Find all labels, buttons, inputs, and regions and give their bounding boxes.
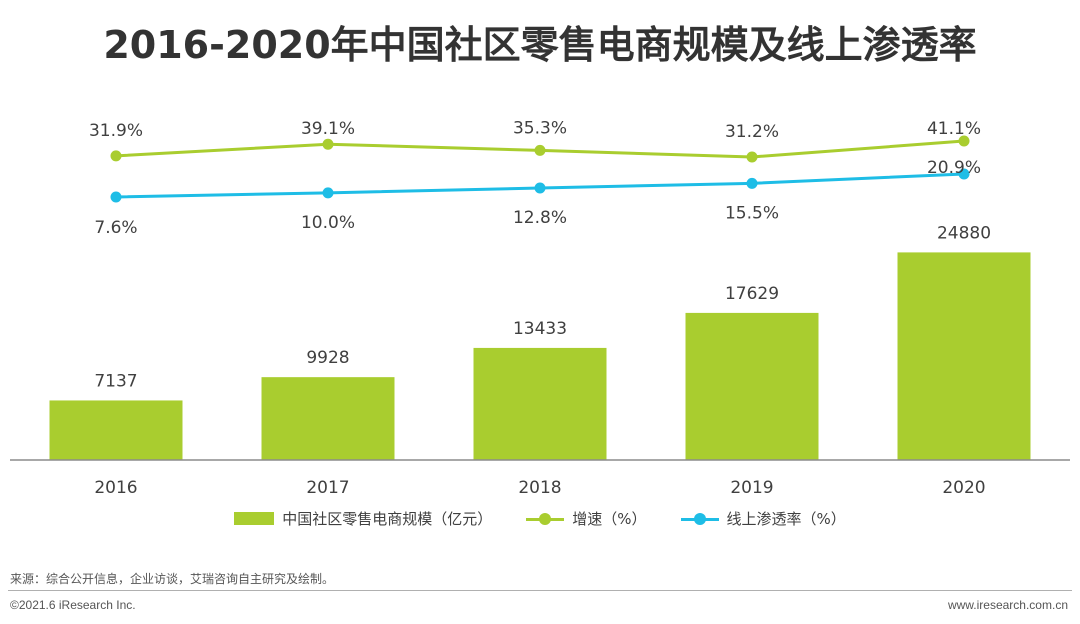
penetration-line-series: 7.6% 10.0% 12.8% 15.5% 20.9% <box>94 158 981 238</box>
penetration-label-2017: 10.0% <box>301 213 355 233</box>
legend-label-growth: 增速（%） <box>572 510 647 528</box>
bar-label-2019: 17629 <box>725 284 779 304</box>
x-tick-2016: 2016 <box>94 478 137 498</box>
copyright-text: ©2021.6 iResearch Inc. <box>10 598 136 612</box>
bar-label-2016: 7137 <box>94 371 137 391</box>
growth-label-2020: 41.1% <box>927 119 981 139</box>
growth-point-2016 <box>110 150 122 162</box>
legend-swatch-growth <box>526 512 565 525</box>
penetration-point-2016 <box>110 191 122 203</box>
chart-title: 2016-2020年中国社区零售电商规模及线上渗透率 <box>103 23 977 67</box>
growth-label-2016: 31.9% <box>89 121 143 141</box>
legend: 中国社区零售电商规模（亿元） 增速（%） 线上渗透率（%） <box>0 508 1080 529</box>
bar-2020 <box>897 252 1031 460</box>
bar-label-2018: 13433 <box>513 319 567 339</box>
x-tick-2018: 2018 <box>518 478 561 498</box>
growth-point-2017 <box>322 138 334 150</box>
penetration-label-2020: 20.9% <box>927 158 981 178</box>
penetration-point-2019 <box>746 177 758 189</box>
bar-label-2020: 24880 <box>937 223 991 243</box>
growth-point-2018 <box>534 144 546 156</box>
legend-label-penetration: 线上渗透率（%） <box>726 510 846 528</box>
legend-swatch-penetration <box>680 512 719 525</box>
penetration-label-2019: 15.5% <box>725 203 779 223</box>
bar-2016 <box>49 400 183 460</box>
bar-label-2017: 9928 <box>306 348 349 368</box>
bar-value-labels: 7137 9928 13433 17629 24880 <box>94 223 991 391</box>
legend-item-growth[interactable]: 增速（%） <box>526 508 647 529</box>
bar-2018 <box>473 347 607 460</box>
penetration-label-2018: 12.8% <box>513 208 567 228</box>
growth-point-2020 <box>958 135 970 147</box>
bar-2017 <box>261 377 395 460</box>
growth-point-2019 <box>746 151 758 163</box>
penetration-point-2018 <box>534 182 546 194</box>
x-axis-ticks: 2016 2017 2018 2019 2020 <box>94 478 985 498</box>
legend-item-scale[interactable]: 中国社区零售电商规模（亿元） <box>234 508 492 529</box>
x-tick-2020: 2020 <box>942 478 985 498</box>
penetration-label-2016: 7.6% <box>94 218 137 238</box>
penetration-point-2020 <box>958 168 970 180</box>
legend-swatch-bar <box>234 512 275 525</box>
source-note: 来源：综合公开信息，企业访谈，艾瑞咨询自主研究及绘制。 <box>10 572 335 586</box>
website-link[interactable]: www.iresearch.com.cn <box>947 598 1068 612</box>
growth-line-series: 31.9% 39.1% 35.3% 31.2% 41.1% <box>89 118 981 163</box>
legend-item-penetration[interactable]: 线上渗透率（%） <box>680 508 846 529</box>
footer-divider <box>8 590 1072 591</box>
bar-series <box>49 252 1031 460</box>
bar-2019 <box>685 312 819 460</box>
legend-label-scale: 中国社区零售电商规模（亿元） <box>282 510 493 528</box>
x-tick-2017: 2017 <box>306 478 349 498</box>
growth-label-2017: 39.1% <box>301 119 355 139</box>
penetration-point-2017 <box>322 187 334 199</box>
growth-label-2018: 35.3% <box>513 118 567 138</box>
x-tick-2019: 2019 <box>730 478 773 498</box>
growth-label-2019: 31.2% <box>725 122 779 142</box>
